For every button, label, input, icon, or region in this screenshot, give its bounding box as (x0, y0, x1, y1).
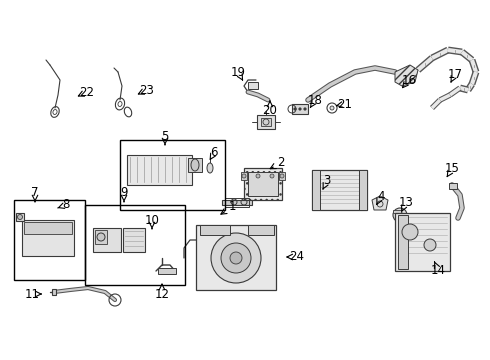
Bar (188, 158, 202, 172)
Bar (257, 115, 275, 129)
Bar (241, 172, 247, 180)
Text: 10: 10 (145, 213, 159, 226)
Polygon shape (372, 196, 388, 210)
Text: 16: 16 (401, 73, 416, 86)
Circle shape (424, 239, 436, 251)
Text: 6: 6 (210, 147, 218, 159)
Circle shape (211, 233, 261, 283)
Text: 4: 4 (377, 189, 385, 202)
Text: 13: 13 (398, 195, 414, 208)
Bar (200, 225, 230, 235)
Circle shape (242, 174, 246, 178)
Bar (261, 118, 271, 126)
Circle shape (256, 174, 260, 178)
Bar (196, 225, 276, 290)
Bar (393, 210, 401, 213)
Bar (93, 228, 121, 252)
Ellipse shape (191, 159, 199, 171)
Bar (312, 170, 367, 210)
Bar (244, 168, 282, 200)
Bar (123, 228, 145, 252)
Text: 15: 15 (444, 162, 460, 175)
Bar (120, 140, 225, 210)
Bar (395, 213, 450, 271)
Circle shape (402, 224, 418, 240)
Bar (85, 205, 185, 285)
Text: 24: 24 (290, 251, 304, 264)
Circle shape (230, 252, 242, 264)
Bar (292, 104, 308, 114)
Text: 22: 22 (79, 85, 95, 99)
Bar (222, 200, 252, 205)
Circle shape (97, 233, 105, 241)
Text: 20: 20 (263, 104, 277, 117)
Text: 9: 9 (120, 186, 128, 199)
Circle shape (221, 243, 251, 273)
Polygon shape (395, 65, 418, 86)
Bar (225, 198, 249, 207)
Bar (279, 172, 285, 180)
Text: 18: 18 (308, 94, 322, 107)
Bar (248, 82, 258, 89)
Circle shape (304, 108, 306, 110)
Text: 8: 8 (62, 198, 70, 211)
Text: 2: 2 (277, 157, 285, 170)
Circle shape (294, 108, 296, 110)
Circle shape (393, 208, 407, 222)
Text: 19: 19 (230, 66, 245, 78)
Bar (22, 220, 74, 256)
Text: 3: 3 (323, 175, 331, 188)
Circle shape (270, 174, 274, 178)
Circle shape (397, 212, 403, 218)
Bar (95, 230, 107, 244)
Circle shape (299, 108, 301, 110)
Ellipse shape (433, 253, 437, 259)
Bar (24, 222, 72, 234)
Bar (359, 170, 367, 210)
Circle shape (18, 215, 23, 220)
Text: 1: 1 (228, 201, 236, 213)
Ellipse shape (207, 163, 213, 173)
Circle shape (330, 106, 334, 110)
Bar (14, 200, 85, 280)
Bar (127, 155, 192, 185)
Bar (248, 172, 278, 196)
Bar (449, 183, 457, 189)
Bar (312, 170, 320, 210)
Text: 12: 12 (154, 288, 170, 301)
Text: 14: 14 (431, 264, 445, 276)
Text: 11: 11 (24, 288, 40, 301)
Bar (16, 213, 24, 221)
Ellipse shape (431, 250, 439, 262)
Text: 21: 21 (338, 98, 352, 111)
Bar (398, 215, 408, 269)
Text: 7: 7 (31, 186, 39, 199)
Text: 23: 23 (140, 84, 154, 96)
Bar (248, 225, 274, 235)
Text: 5: 5 (161, 130, 169, 143)
Bar (52, 289, 56, 295)
Bar (158, 268, 176, 274)
Text: 17: 17 (447, 68, 463, 81)
Circle shape (280, 174, 284, 178)
